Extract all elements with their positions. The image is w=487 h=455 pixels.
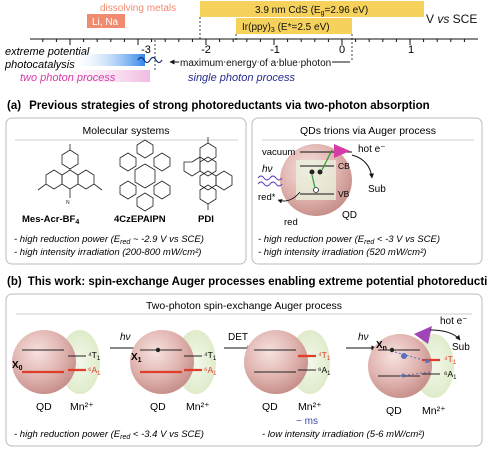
svg-text:Mn²⁺: Mn²⁺ <box>298 401 322 413</box>
li-na-label: Li, Na <box>92 17 119 28</box>
mol2-label: 4CzEPAIPN <box>114 214 166 225</box>
svg-text:⁴T1: ⁴T1 <box>444 354 457 366</box>
svg-text:QD: QD <box>386 405 402 417</box>
red-label: red <box>284 217 298 228</box>
cb-label: CB <box>338 161 350 171</box>
qd-bullet-2: - high intensity irradiation (520 mW/cm²… <box>258 247 426 258</box>
molecular-header: Molecular systems <box>83 125 170 137</box>
scale-unit: V vs SCE <box>426 12 477 26</box>
svg-text:N: N <box>66 200 70 206</box>
svg-text:Mn²⁺: Mn²⁺ <box>70 401 94 413</box>
stage-1: X0 ⁴T1 ⁶A1 QD Mn²⁺ <box>12 330 101 413</box>
section-a-title: (a) Previous strategies of strong photore… <box>7 100 430 112</box>
svg-text:X0: X0 <box>12 360 23 372</box>
irppy-bar <box>236 18 352 34</box>
max-energy-label: maximum energy of a blue photon <box>180 58 331 69</box>
irppy-label: Ir(ppy)3 (E*=2.5 eV) <box>242 22 330 34</box>
red-star-label: red* <box>258 192 276 203</box>
qd-bullet-1: - high reduction power (Ered < -3 V vs S… <box>258 234 440 246</box>
auger-header: Two-photon spin-exchange Auger process <box>146 300 342 312</box>
photon-wave-icon <box>257 181 283 187</box>
czepaipn-structure <box>119 139 171 212</box>
tick-label-0: 0 <box>339 44 345 56</box>
svg-text:Mn²⁺: Mn²⁺ <box>422 405 446 417</box>
photon-wave-icon <box>137 56 163 64</box>
svg-text:X1: X1 <box>131 352 142 364</box>
li-na-bar <box>87 14 125 28</box>
svg-text:hν: hν <box>358 332 369 343</box>
stage-2: X1 ⁴T1 ⁶A1 QD Mn²⁺ <box>130 330 217 413</box>
molecular-bullet-2: - high intensity irradiation (200-800 mW… <box>14 247 201 258</box>
qd-label: QD <box>342 210 357 221</box>
mol1-label: Mes-Acr-BF4 <box>22 214 79 226</box>
svg-text:hot e⁻: hot e⁻ <box>440 316 468 327</box>
svg-text:⁶A1: ⁶A1 <box>444 369 457 381</box>
cds-bar <box>200 1 424 17</box>
svg-text:QD: QD <box>36 401 52 413</box>
tick-label-1: 1 <box>408 44 414 56</box>
tick-label--3: -3 <box>141 44 151 56</box>
svg-text:QD: QD <box>262 401 278 413</box>
stage-4: Xn hot e⁻ Sub ⁴T1 ⁶A1 QD Mn²⁺ <box>368 316 470 417</box>
vacuum-label: vacuum <box>262 147 295 158</box>
vb-label: VB <box>338 189 350 199</box>
photon-wave-icon <box>257 175 283 181</box>
stage-3: ⁴T1 ⁶A1 QD Mn²⁺ ~ ms <box>244 330 331 427</box>
hot-electron-flag <box>414 326 432 344</box>
tick-label--2: -2 <box>201 44 211 56</box>
tick-label--1: -1 <box>270 44 280 56</box>
hot-electron-flag <box>334 144 350 158</box>
extreme-label-line2: photocatalysis <box>4 59 75 71</box>
svg-text:QD: QD <box>150 401 166 413</box>
svg-text:Sub: Sub <box>452 342 470 353</box>
section-b-title: (b) This work: spin-exchange Auger proces… <box>7 276 487 288</box>
qd-trion-panel: QDs trions via Auger process vacuum CB V… <box>251 117 483 265</box>
svg-text:⁴T1: ⁴T1 <box>204 350 217 362</box>
extreme-label-line1: extreme potential <box>5 46 90 58</box>
pdi-structure <box>183 137 233 210</box>
svg-text:⁴T1: ⁴T1 <box>88 350 101 362</box>
auger-bullet-2: - low intensity irradiation (5-6 mW/cm²) <box>262 429 425 440</box>
single-photon-label: single photon process <box>188 72 296 84</box>
two-photon-label: two photon process <box>20 72 116 84</box>
svg-text:hν: hν <box>120 332 131 343</box>
svg-text:⁶A1: ⁶A1 <box>318 365 331 377</box>
hot-e-label: hot e⁻ <box>358 144 386 155</box>
ms-label: ~ ms <box>296 416 318 427</box>
qd-trion-header: QDs trions via Auger process <box>300 125 436 137</box>
svg-text:⁶A1: ⁶A1 <box>204 365 217 377</box>
svg-text:⁶A1: ⁶A1 <box>88 365 101 377</box>
auger-panel: Two-photon spin-exchange Auger process X… <box>5 293 483 447</box>
potential-scale: dissolving metals Li, Na 3.9 nm CdS (Eg=… <box>4 1 478 84</box>
svg-text:Mn²⁺: Mn²⁺ <box>186 401 210 413</box>
dissolving-metals-label: dissolving metals <box>100 3 176 14</box>
cds-label: 3.9 nm CdS (Eg=2.96 eV) <box>255 5 368 17</box>
svg-text:⁴T1: ⁴T1 <box>318 350 331 362</box>
sub-label: Sub <box>368 184 386 195</box>
mol3-label: PDI <box>198 214 214 225</box>
svg-text:Xn: Xn <box>376 340 387 352</box>
svg-text:DET: DET <box>228 332 248 343</box>
molecular-bullet-1: - high reduction power (Ered ~ -2.9 V vs… <box>14 234 204 246</box>
molecular-panel: Molecular systems N <box>5 117 247 265</box>
auger-bullet-1: - high reduction power (Ered < -3.4 V vs… <box>14 429 204 441</box>
hv-label: hν <box>262 164 273 175</box>
mes-acr-structure <box>37 144 103 198</box>
